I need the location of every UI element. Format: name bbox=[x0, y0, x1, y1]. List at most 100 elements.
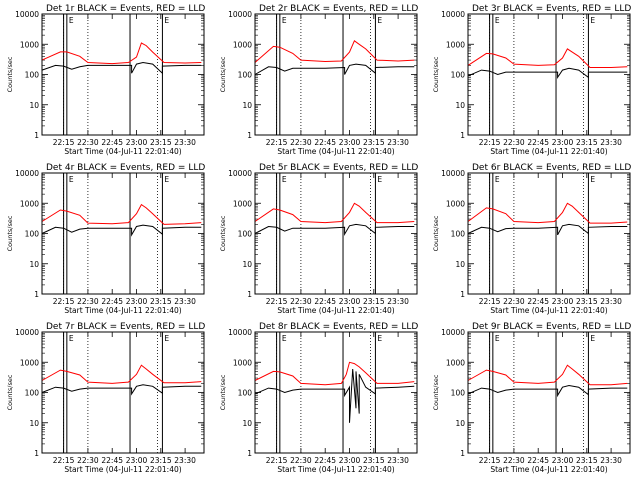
x-tick-label: 23:15 bbox=[363, 456, 385, 465]
plot-frame bbox=[254, 331, 418, 454]
x-tick-label: 22:15 bbox=[266, 138, 288, 147]
saa-flag-label: E bbox=[377, 175, 382, 184]
y-tick-label: 10 bbox=[455, 260, 465, 269]
x-tick-label: 23:30 bbox=[174, 138, 196, 147]
x-tick-label: 22:15 bbox=[479, 138, 501, 147]
x-tick-label: 22:30 bbox=[77, 456, 99, 465]
x-tick-label: 23:15 bbox=[363, 297, 385, 306]
y-tick-label: 10 bbox=[242, 419, 252, 428]
x-axis-label: Start Time (04-Jul-11 22:01:40) bbox=[490, 465, 607, 474]
x-tick-label: 23:00 bbox=[552, 456, 574, 465]
x-tick-label: 23:15 bbox=[150, 456, 172, 465]
x-tick-label: 22:15 bbox=[53, 456, 75, 465]
x-tick-label: 22:15 bbox=[266, 456, 288, 465]
series-line-lld bbox=[41, 203, 202, 225]
y-tick-label: 1 bbox=[247, 449, 252, 458]
x-tick-label: 22:45 bbox=[101, 138, 123, 147]
y-tick-label: 100 bbox=[451, 389, 466, 398]
saa-flag-label: E bbox=[282, 334, 287, 343]
detector-panel: Det 6r BLACK = Events, RED = LLD 1 10 100 10… bbox=[432, 163, 631, 315]
saa-flag-label: E bbox=[282, 16, 287, 25]
series-line-events bbox=[467, 223, 628, 236]
panel-title: Det 6r BLACK = Events, RED = LLD bbox=[472, 163, 631, 173]
y-axis-label: Counts/sec bbox=[219, 374, 227, 410]
x-tick-label: 22:30 bbox=[290, 138, 312, 147]
y-axis-label: Counts/sec bbox=[432, 56, 440, 92]
saa-flag-label: E bbox=[164, 175, 169, 184]
x-tick-label: 23:30 bbox=[600, 297, 622, 306]
y-tick-label: 100 bbox=[238, 389, 253, 398]
x-axis-label: Start Time (04-Jul-11 22:01:40) bbox=[64, 465, 181, 474]
series-line-events bbox=[254, 63, 415, 75]
plot-frame bbox=[41, 13, 205, 136]
x-tick-label: 23:15 bbox=[150, 138, 172, 147]
detector-panel: Det 9r BLACK = Events, RED = LLD 1 10 100 10… bbox=[432, 322, 631, 474]
saa-flag-label: E bbox=[495, 16, 500, 25]
y-tick-label: 10 bbox=[29, 419, 39, 428]
plot-frame bbox=[254, 172, 418, 295]
y-tick-label: 10000 bbox=[441, 10, 465, 19]
saa-flag-label: E bbox=[69, 334, 74, 343]
y-tick-label: 1 bbox=[247, 131, 252, 140]
series-line-lld bbox=[41, 42, 202, 65]
y-tick-label: 1 bbox=[34, 449, 39, 458]
y-axis-label: Counts/sec bbox=[219, 56, 227, 92]
y-tick-label: 100 bbox=[25, 230, 40, 239]
series-line-events bbox=[41, 384, 202, 396]
y-tick-label: 1000 bbox=[20, 199, 39, 208]
y-tick-label: 10 bbox=[29, 101, 39, 110]
series-line-events bbox=[41, 61, 202, 75]
x-tick-label: 23:15 bbox=[576, 297, 598, 306]
x-tick-label: 22:45 bbox=[314, 138, 336, 147]
x-tick-label: 22:30 bbox=[77, 138, 99, 147]
x-tick-label: 22:30 bbox=[503, 297, 525, 306]
x-axis-label: Start Time (04-Jul-11 22:01:40) bbox=[490, 306, 607, 315]
y-tick-label: 10000 bbox=[228, 10, 252, 19]
series-line-lld bbox=[467, 364, 628, 386]
panel-title: Det 7r BLACK = Events, RED = LLD bbox=[46, 322, 205, 332]
y-tick-label: 100 bbox=[25, 389, 40, 398]
saa-flag-label: E bbox=[69, 175, 74, 184]
x-tick-label: 23:00 bbox=[126, 138, 148, 147]
x-tick-label: 23:15 bbox=[576, 138, 598, 147]
series-line-lld bbox=[254, 361, 415, 386]
saa-flag-label: E bbox=[495, 334, 500, 343]
y-tick-label: 100 bbox=[238, 230, 253, 239]
x-tick-label: 23:00 bbox=[339, 297, 361, 306]
series-line-events bbox=[254, 223, 415, 237]
x-tick-label: 22:30 bbox=[77, 297, 99, 306]
y-tick-label: 1000 bbox=[233, 199, 252, 208]
saa-flag-label: E bbox=[590, 334, 595, 343]
x-tick-label: 22:30 bbox=[503, 456, 525, 465]
y-tick-label: 10 bbox=[29, 260, 39, 269]
panel-title: Det 9r BLACK = Events, RED = LLD bbox=[472, 322, 631, 332]
y-tick-label: 1000 bbox=[20, 358, 39, 367]
x-tick-label: 23:00 bbox=[552, 297, 574, 306]
series-line-lld bbox=[254, 40, 415, 63]
saa-flag-label: E bbox=[282, 175, 287, 184]
detector-panel: Det 7r BLACK = Events, RED = LLD 1 10 100 10… bbox=[6, 322, 205, 474]
plot-frame bbox=[467, 331, 631, 454]
y-tick-label: 10 bbox=[242, 260, 252, 269]
panel-title: Det 1r BLACK = Events, RED = LLD bbox=[46, 4, 205, 14]
y-tick-label: 100 bbox=[451, 230, 466, 239]
saa-flag-label: E bbox=[590, 175, 595, 184]
saa-flag-label: E bbox=[164, 16, 169, 25]
x-tick-label: 22:15 bbox=[266, 297, 288, 306]
x-tick-label: 22:30 bbox=[290, 297, 312, 306]
y-tick-label: 1 bbox=[34, 290, 39, 299]
y-tick-label: 10 bbox=[455, 101, 465, 110]
y-tick-label: 1 bbox=[34, 131, 39, 140]
panel-title: Det 3r BLACK = Events, RED = LLD bbox=[472, 4, 631, 14]
y-tick-label: 10000 bbox=[15, 328, 39, 337]
x-tick-label: 23:00 bbox=[339, 138, 361, 147]
saa-flag-label: E bbox=[164, 334, 169, 343]
x-tick-label: 22:30 bbox=[503, 138, 525, 147]
y-tick-label: 1000 bbox=[446, 199, 465, 208]
series-line-events bbox=[467, 384, 628, 398]
y-tick-label: 10 bbox=[455, 419, 465, 428]
detector-panel: Det 3r BLACK = Events, RED = LLD 1 10 100 10… bbox=[432, 4, 631, 156]
x-tick-label: 22:15 bbox=[479, 456, 501, 465]
x-tick-label: 22:45 bbox=[314, 456, 336, 465]
